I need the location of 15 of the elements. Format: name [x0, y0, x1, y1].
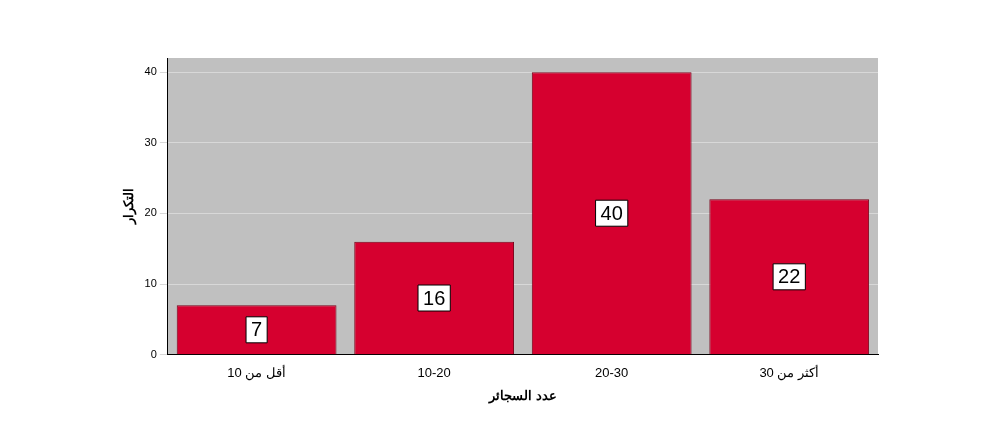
data-label: 22	[778, 265, 801, 288]
y-tick-label: 0	[150, 347, 157, 360]
y-tick-label: 20	[144, 206, 157, 219]
x-tick-label: 10-20	[417, 365, 451, 381]
x-tick-label: أقل من 10	[227, 364, 286, 382]
y-tick-label: 30	[144, 135, 157, 148]
data-label: 7	[251, 318, 263, 341]
data-label: 40	[600, 201, 623, 224]
y-tick-label: 40	[144, 65, 157, 78]
x-tick-label: أكثر من 30	[759, 364, 820, 382]
x-axis-title: عدد السجائر	[488, 387, 557, 404]
data-label: 16	[423, 286, 446, 309]
y-axis-title: التكرار	[121, 188, 138, 226]
x-tick-label: 20-30	[595, 365, 629, 381]
y-tick-label: 10	[144, 277, 157, 290]
